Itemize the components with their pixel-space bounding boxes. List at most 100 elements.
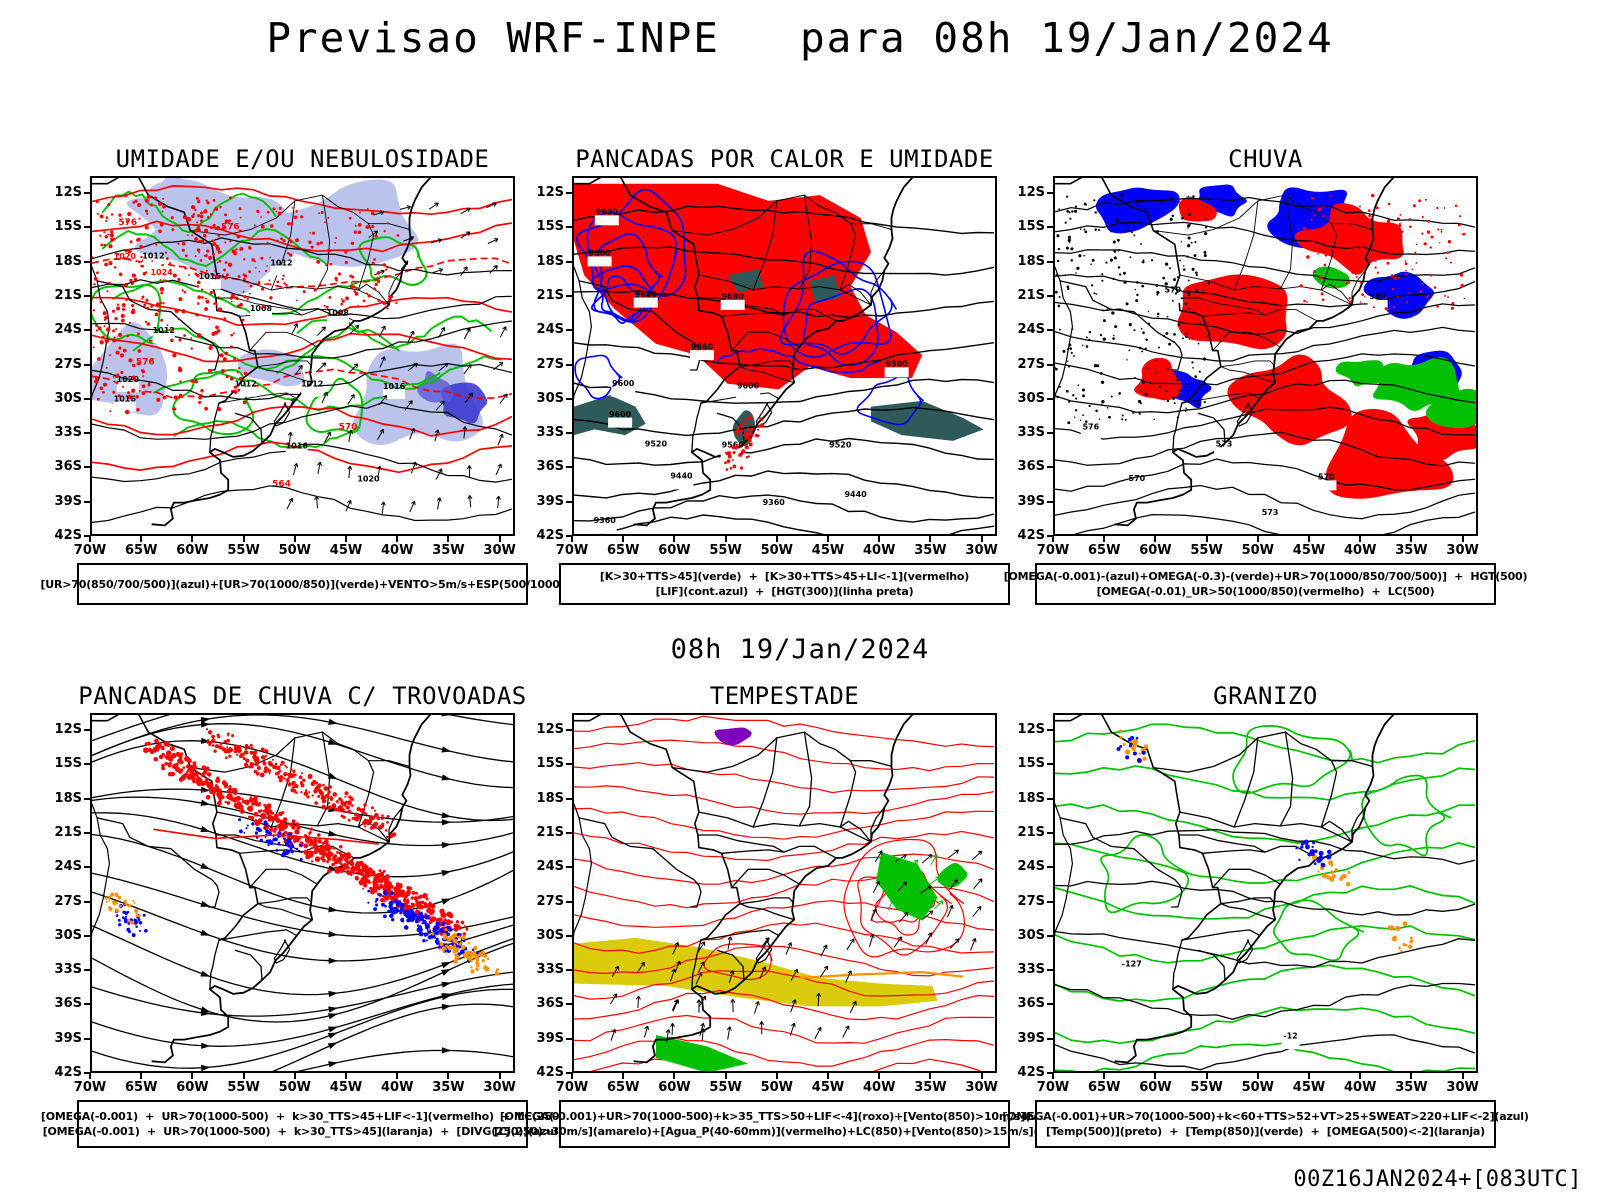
x-tick-label-granizo-7: 35W [1395,1080,1428,1095]
x-tick-label-tempestade-5: 45W [811,1080,845,1095]
y-tick-umidade-5 [84,363,90,366]
y-tick-label-pancadas-trovoadas-7: 33S [54,962,82,978]
y-tick-label-pancadas-calor-7: 33S [536,425,564,441]
y-tick-label-tempestade-1: 15S [536,756,564,772]
y-tick-tempestade-7 [566,969,572,972]
x-tick-granizo-5 [1308,1073,1311,1079]
x-tick-label-umidade-6: 40W [381,543,414,558]
x-tick-chuva-7 [1410,536,1413,542]
svg-text:9360: 9360 [763,498,786,507]
y-tick-label-granizo-4: 24S [1017,859,1045,875]
x-tick-pancadas-calor-5 [827,536,830,542]
x-tick-label-tempestade-7: 35W [914,1080,947,1095]
x-tick-umidade-7 [447,536,450,542]
svg-text:1016: 1016 [286,441,309,450]
map-plot-umidade[interactable]: 576 576 576 570 564 1024 1020 1012 1016 1012 1012 1… [90,176,515,536]
panel-pancadas-calor: PANCADAS POR CALOR E UMIDADE [542,145,1027,179]
panel-umidade: UMIDADE E/OU NEBULOSIDADE [60,145,545,179]
map-svg-pancadas-trovoadas [92,715,513,1071]
y-tick-pancadas-trovoadas-2 [84,797,90,800]
svg-text:1024: 1024 [150,268,173,277]
y-tick-chuva-0 [1047,192,1053,195]
x-tick-chuva-5 [1308,536,1311,542]
caption-granizo: [OMEGA(-0.001)+UR>70(1000-500)+k<60+TTS>… [1002,1100,1529,1148]
map-plot-tempestade[interactable] [572,713,997,1073]
svg-text:570: 570 [1318,473,1335,482]
x-tick-pancadas-trovoadas-6 [396,1073,399,1079]
y-tick-label-tempestade-9: 39S [536,1030,564,1046]
svg-text:9600: 9600 [612,379,635,388]
x-tick-pancadas-trovoadas-3 [242,1073,245,1079]
y-tick-label-pancadas-trovoadas-9: 39S [54,1030,82,1046]
y-tick-label-chuva-1: 15S [1017,219,1045,235]
x-tick-umidade-2 [191,536,194,542]
y-tick-pancadas-trovoadas-7 [84,969,90,972]
map-plot-pancadas-calor[interactable]: 9600 9600 9680 9680 9660 9600 9600 9600 9560 9520… [572,176,997,536]
y-tick-label-tempestade-2: 18S [536,790,564,806]
svg-text:1020: 1020 [117,375,140,384]
map-plot-pancadas-trovoadas[interactable] [90,713,515,1073]
y-tick-umidade-1 [84,226,90,229]
y-tick-umidade-9 [84,500,90,503]
svg-text:1020: 1020 [357,474,380,483]
x-tick-label-chuva-4: 50W [1241,543,1275,558]
x-tick-umidade-4 [293,536,296,542]
y-tick-pancadas-calor-0 [566,192,572,195]
y-tick-pancadas-calor-5 [566,363,572,366]
y-tick-label-chuva-4: 24S [1017,322,1045,338]
svg-text:570: 570 [339,422,358,432]
x-tick-label-granizo-4: 50W [1241,1080,1275,1095]
y-tick-chuva-8 [1047,466,1053,469]
y-tick-label-chuva-5: 27S [1017,356,1045,372]
y-tick-label-tempestade-10: 42S [536,1065,564,1080]
x-tick-label-granizo-6: 40W [1344,1080,1377,1095]
y-tick-label-umidade-1: 15S [54,219,82,235]
x-tick-label-umidade-8: 30W [483,543,516,558]
x-tick-label-pancadas-calor-2: 60W [658,543,691,558]
svg-text:576: 576 [136,357,155,367]
y-tick-label-umidade-4: 24S [54,322,82,338]
svg-text:573: 573 [1216,440,1233,449]
y-tick-label-pancadas-trovoadas-8: 36S [54,996,82,1012]
x-tick-label-umidade-0: 70W [73,543,107,558]
x-tick-label-tempestade-0: 70W [555,1080,589,1095]
y-tick-label-chuva-2: 18S [1017,253,1045,269]
y-tick-umidade-2 [84,260,90,263]
svg-text:9660: 9660 [691,342,714,351]
caption-tempestade: [OMEGA(-0.001)+UR>70(1000-500)+k>35_TTS>… [494,1100,1075,1148]
x-tick-label-pancadas-calor-4: 50W [760,543,794,558]
x-tick-pancadas-calor-6 [878,536,881,542]
caption-chuva: [OMEGA(-0.001)-(azul)+OMEGA(-0.3)-(verde… [1004,563,1528,605]
y-tick-pancadas-trovoadas-4 [84,866,90,869]
x-tick-label-umidade-3: 55W [227,543,260,558]
svg-text:9500: 9500 [885,360,908,369]
x-tick-granizo-1 [1103,1073,1106,1079]
y-tick-umidade-3 [84,295,90,297]
y-tick-pancadas-trovoadas-10 [84,1072,90,1074]
x-tick-label-tempestade-1: 65W [606,1080,640,1095]
y-tick-granizo-7 [1047,969,1053,972]
svg-text:-12: -12 [1283,1031,1297,1040]
svg-text:9440: 9440 [844,490,867,499]
y-tick-granizo-0 [1047,729,1053,732]
x-tick-label-umidade-1: 65W [124,543,158,558]
y-tick-label-pancadas-trovoadas-1: 15S [54,756,82,772]
x-tick-pancadas-trovoadas-1 [140,1073,143,1079]
y-tick-chuva-2 [1047,260,1053,263]
map-plot-chuva[interactable]: 576 573 570 570 573 579 580 [1053,176,1478,536]
y-tick-label-umidade-5: 27S [54,356,82,372]
y-tick-label-umidade-8: 36S [54,459,82,475]
y-tick-label-pancadas-calor-6: 30S [536,390,564,406]
x-tick-granizo-6 [1359,1073,1362,1079]
x-tick-tempestade-1 [622,1073,625,1079]
x-tick-granizo-2 [1154,1073,1157,1079]
svg-text:576: 576 [1082,422,1099,431]
x-tick-pancadas-calor-0 [571,536,573,542]
y-tick-label-pancadas-calor-0: 12S [536,185,564,201]
y-tick-label-umidade-2: 18S [54,253,82,269]
y-tick-chuva-4 [1047,329,1053,332]
y-tick-label-tempestade-7: 33S [536,962,564,978]
map-plot-granizo[interactable]: -127 -12 [1053,713,1478,1073]
x-tick-label-umidade-2: 60W [176,543,209,558]
x-tick-label-pancadas-calor-3: 55W [709,543,742,558]
